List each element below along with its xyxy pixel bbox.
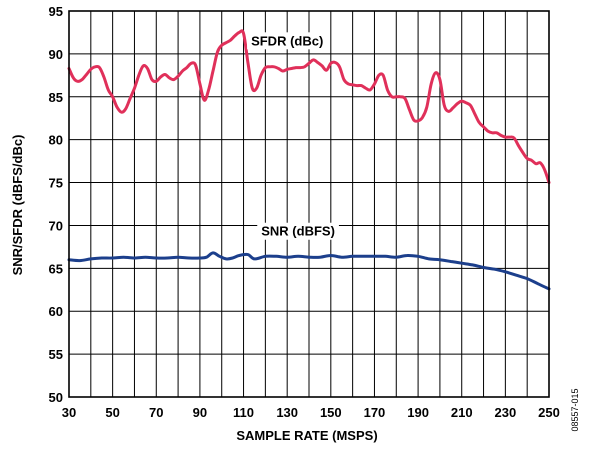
x-tick-label: 50 — [105, 405, 119, 420]
figure-id: 08557-015 — [570, 388, 580, 431]
y-tick-label: 55 — [49, 347, 63, 362]
y-tick-label: 50 — [49, 390, 63, 405]
y-tick-label: 85 — [49, 90, 63, 105]
series-line — [67, 29, 551, 185]
y-axis-title: SNR/SFDR (dBFS/dBc) — [10, 135, 25, 276]
x-tick-label: 230 — [495, 405, 517, 420]
y-tick-label: 65 — [49, 261, 63, 276]
x-axis-title: SAMPLE RATE (MSPS) — [236, 428, 377, 443]
y-tick-label: 70 — [49, 218, 63, 233]
series-lines — [67, 29, 551, 291]
x-tick-labels: 30 50 70 90 110 130 150 170 190 210 230 250 — [62, 405, 560, 420]
x-tick-label: 170 — [364, 405, 386, 420]
x-tick-label: 150 — [320, 405, 342, 420]
x-tick-label: 130 — [276, 405, 298, 420]
x-tick-label: 70 — [149, 405, 163, 420]
series-labels: SFDR (dBc) SNR (dBFS) — [247, 32, 339, 240]
y-tick-label: 95 — [49, 4, 63, 19]
x-tick-label: 30 — [62, 405, 76, 420]
x-tick-label: 90 — [193, 405, 207, 420]
series-line — [67, 251, 551, 291]
x-tick-label: 190 — [407, 405, 429, 420]
y-tick-label: 80 — [49, 133, 63, 148]
y-tick-label: 90 — [49, 47, 63, 62]
y-tick-label: 60 — [49, 304, 63, 319]
x-tick-label: 250 — [538, 405, 560, 420]
y-tick-labels: 50 55 60 65 70 75 80 85 90 95 — [49, 4, 63, 405]
series-label-background — [247, 32, 328, 50]
series-label-background — [257, 222, 339, 240]
y-tick-label: 75 — [49, 176, 63, 191]
series-label: SNR (dBFS) — [261, 224, 335, 239]
series-label: SFDR (dBc) — [251, 33, 323, 48]
x-tick-label: 210 — [451, 405, 473, 420]
x-tick-label: 110 — [233, 405, 254, 420]
plot-frame — [68, 10, 550, 398]
